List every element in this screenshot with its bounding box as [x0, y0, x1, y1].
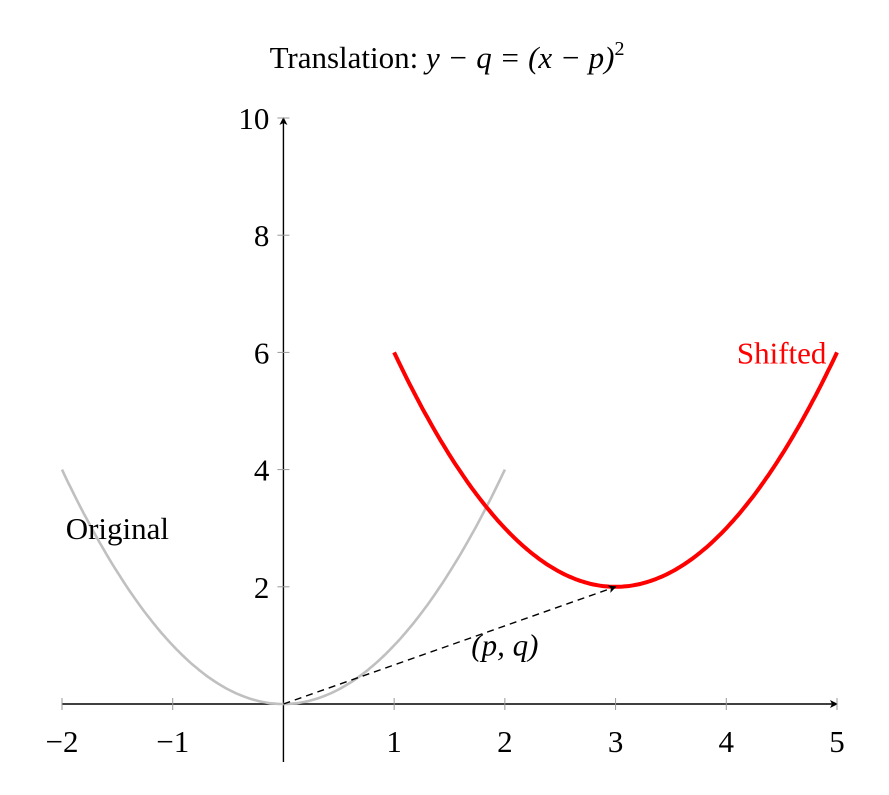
series-label-original: Original — [66, 511, 169, 546]
x-tick-label: 2 — [497, 724, 513, 759]
y-tick-label: 6 — [254, 335, 270, 370]
x-tick-label: 4 — [719, 724, 735, 759]
translation-label: (p, q) — [471, 627, 538, 662]
x-tick-label: 5 — [829, 724, 845, 759]
series-label-shifted: Shifted — [737, 335, 827, 370]
y-tick-label: 2 — [254, 570, 270, 605]
y-tick-label: 4 — [254, 453, 270, 488]
series-layer — [60, 351, 839, 706]
axes: −2 −1 1 2 3 4 5 2 4 6 8 10 — [46, 101, 845, 762]
series-original-line — [60, 469, 507, 706]
x-tick-label: 3 — [608, 724, 624, 759]
x-tick-label: −1 — [156, 724, 189, 759]
y-tick-label: 8 — [254, 218, 270, 253]
x-tick-label: −2 — [46, 724, 79, 759]
labels-layer: Original Shifted (p, q) — [66, 335, 827, 705]
translation-arrow — [283, 585, 617, 705]
y-tick-label: 10 — [238, 101, 269, 136]
x-tick-label: 1 — [386, 724, 402, 759]
chart-title: Translation: y − q = (x − p)2 — [270, 38, 625, 75]
